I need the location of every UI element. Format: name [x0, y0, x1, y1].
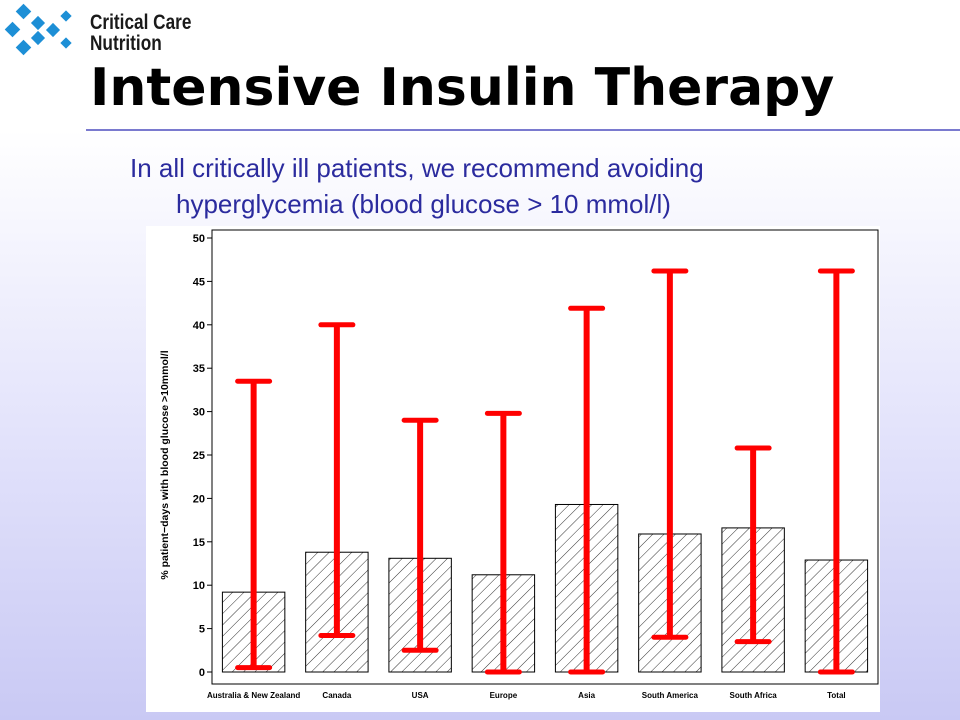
x-tick-label: Total: [827, 691, 846, 700]
y-tick-label: 40: [193, 320, 205, 332]
slide-subtitle: In all critically ill patients, we recom…: [130, 150, 890, 222]
x-tick-label: Asia: [578, 691, 595, 700]
y-tick-label: 15: [193, 537, 205, 549]
logo-text: Critical Care Nutrition: [90, 12, 191, 54]
subtitle-line-1: In all critically ill patients, we recom…: [130, 153, 704, 183]
y-tick-label: 35: [193, 363, 205, 375]
x-tick-label: South Africa: [729, 691, 777, 700]
y-tick-label: 10: [193, 580, 205, 592]
logo-mark-icon: [4, 3, 72, 56]
x-tick-label: South America: [642, 691, 699, 700]
subtitle-line-2: hyperglycemia (blood glucose > 10 mmol/l…: [176, 189, 671, 219]
title-divider: [86, 129, 960, 131]
y-tick-label: 20: [193, 493, 205, 505]
x-tick-label: USA: [412, 691, 429, 700]
x-tick-label: Australia & New Zealand: [207, 691, 300, 700]
y-tick-label: 50: [193, 233, 205, 245]
y-tick-label: 25: [193, 450, 205, 462]
x-tick-label: Canada: [322, 691, 351, 700]
y-tick-label: 5: [199, 624, 205, 636]
y-tick-label: 30: [193, 407, 205, 419]
plot-frame: [211, 229, 879, 685]
logo-line-1: Critical Care: [90, 11, 192, 34]
y-axis-label: % patient−days with blood glucose >10mmo…: [159, 350, 171, 579]
bar-chart: 0 5 10 15 20 25 30 35 40 45 50 % patient−days with …: [159, 229, 879, 700]
critical-care-nutrition-logo: Critical Care Nutrition: [4, 2, 244, 62]
slide-title: Intensive Insulin Therapy: [90, 58, 835, 118]
logo-line-2: Nutrition: [90, 32, 162, 55]
x-tick-label: Europe: [490, 691, 518, 700]
chart-panel: 0 5 10 15 20 25 30 35 40 45 50 % patient−days with …: [146, 226, 880, 712]
y-tick-label: 45: [193, 276, 205, 288]
y-tick-label: 0: [199, 667, 205, 679]
